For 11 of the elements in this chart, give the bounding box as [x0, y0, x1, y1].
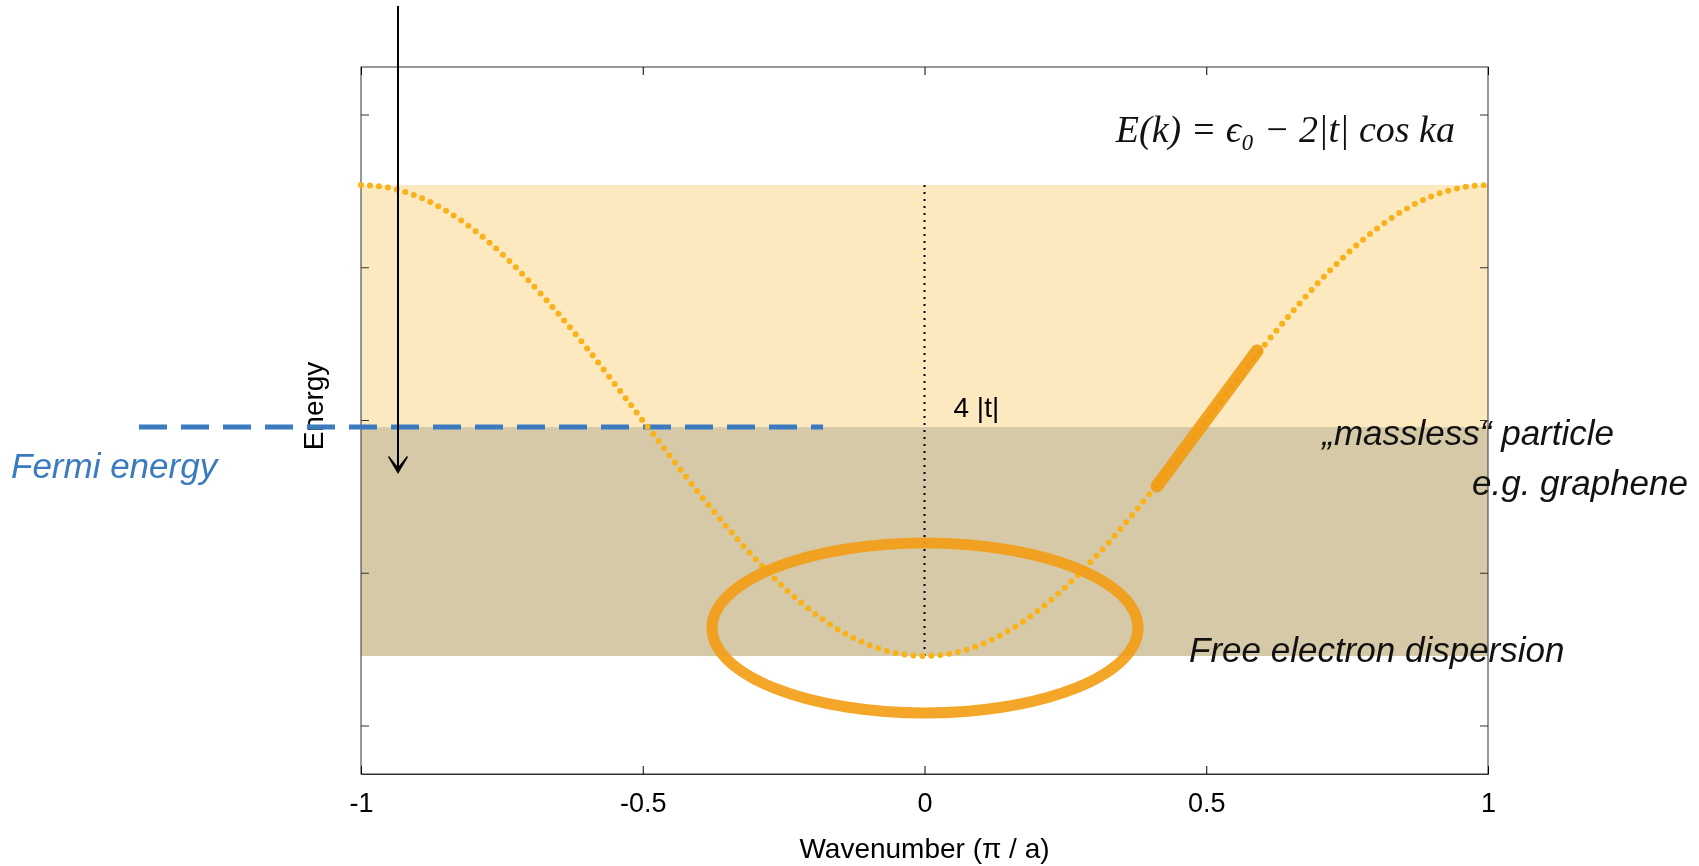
x-tick-label: 0.5 — [1187, 788, 1226, 819]
x-tick-label: 1 — [1480, 788, 1497, 819]
x-tick-label: 0 — [917, 788, 933, 819]
ref-line-label: 4 |t| — [953, 391, 1000, 423]
annotation: „massless“ particle — [1320, 413, 1614, 452]
x-tick-label: -0.5 — [619, 788, 667, 819]
annotation: Free electron dispersion — [1189, 630, 1565, 669]
ref-line-label: Fermi energy — [11, 446, 220, 486]
text: E(k) = ϵ₀ − 2|t| cos ka — [1114, 108, 1455, 151]
x-tick-label: -1 — [349, 788, 374, 819]
x-axis-title: Wavenumber (π / a) — [799, 833, 1050, 864]
